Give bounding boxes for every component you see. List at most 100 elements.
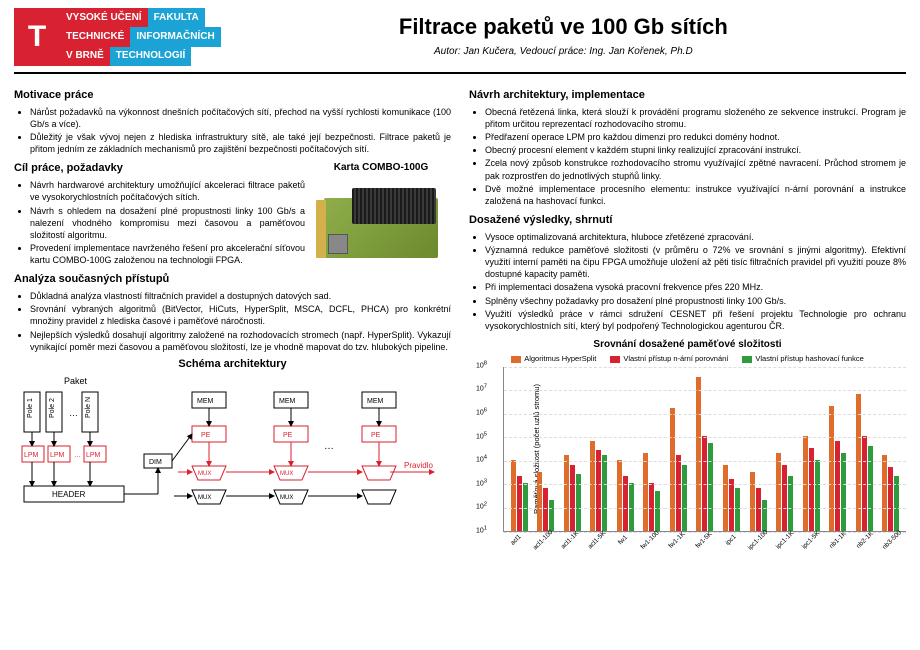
- bar-nary: [835, 441, 840, 531]
- list-item: Splněny všechny požadavky pro dosažení p…: [485, 295, 906, 307]
- page-title: Filtrace paketů ve 100 Gb sítích: [221, 12, 906, 42]
- chart-legend: Algoritmus HyperSplit Vlastní přístup n-á…: [469, 354, 906, 364]
- bar-hash: [655, 491, 660, 531]
- header: T VYSOKÉ UČENÍ FAKULTA TECHNICKÉ INFORMA…: [14, 8, 906, 74]
- svg-text:DIM: DIM: [149, 459, 162, 466]
- legend-item: Vlastní přístup hashovací funkce: [742, 354, 863, 364]
- bar-nary: [570, 465, 575, 531]
- combo-card-figure: Karta COMBO-100G: [311, 161, 451, 273]
- svg-text:LPM: LPM: [50, 452, 65, 459]
- svg-text:MEM: MEM: [197, 398, 214, 405]
- chart-title: Srovnání dosažené paměťové složitosti: [469, 338, 906, 352]
- chart-ytick: 105: [476, 431, 487, 442]
- bar-nary: [676, 455, 681, 530]
- list-item: Nárůst požadavků na výkonnost dnešních p…: [30, 106, 451, 130]
- bar-hypersplit: [776, 453, 781, 531]
- list-item: Srovnání vybraných algoritmů (BitVector,…: [30, 303, 451, 327]
- heading-motivation: Motivace práce: [14, 88, 451, 103]
- bar-hypersplit: [617, 460, 622, 531]
- list-item: Předřazení operace LPM pro každou dimenz…: [485, 131, 906, 143]
- bar-hash: [868, 446, 873, 531]
- bar-group: [824, 406, 851, 531]
- bar-nary: [888, 467, 893, 531]
- bar-hash: [682, 465, 687, 531]
- schema-paket: Paket: [64, 376, 88, 386]
- bar-hypersplit: [750, 472, 755, 531]
- list-motivation: Nárůst požadavků na výkonnost dnešních p…: [14, 106, 451, 156]
- logo-r3b: TECHNOLOGIÍ: [110, 47, 191, 66]
- bar-group: [771, 453, 798, 531]
- chart-ytick: 103: [476, 478, 487, 489]
- list-item: Využití výsledků práce v rámci sdružení …: [485, 308, 906, 332]
- svg-text:MUX: MUX: [280, 471, 293, 477]
- chart-ytick: 104: [476, 454, 487, 465]
- list-results: Vysoce optimalizovaná architektura, hlub…: [469, 231, 906, 332]
- bar-hash: [762, 500, 767, 531]
- bar-hypersplit: [882, 455, 887, 530]
- svg-text:MEM: MEM: [279, 398, 296, 405]
- legend-swatch: [511, 356, 521, 363]
- chart-xlabels: acl1acl1-100acl1-1Kacl1-5Kfw1fw1-100fw1-…: [503, 532, 906, 541]
- svg-text:MEM: MEM: [367, 398, 384, 405]
- bar-nary: [649, 483, 654, 530]
- bar-hash: [576, 474, 581, 531]
- bar-group: [586, 441, 613, 531]
- svg-text:…: …: [324, 441, 334, 452]
- bar-nary: [543, 488, 548, 530]
- bar-group: [718, 465, 745, 531]
- bar-nary: [782, 465, 787, 531]
- list-item: Při implementaci dosažena vysoká pracovn…: [485, 281, 906, 293]
- list-analysis: Důkladná analýza vlastností filtračních …: [14, 290, 451, 353]
- chart-ytick: 106: [476, 407, 487, 418]
- combo-label: Karta COMBO-100G: [311, 161, 451, 175]
- list-item: Obecný procesní element v každém stupni …: [485, 144, 906, 156]
- bar-hypersplit: [829, 406, 834, 531]
- legend-item: Algoritmus HyperSplit: [511, 354, 596, 364]
- svg-text:Pole 1: Pole 1: [27, 398, 34, 418]
- logo-r2b: INFORMAČNÍCH: [130, 27, 220, 46]
- svg-text:HEADER: HEADER: [52, 490, 86, 499]
- svg-text:PE: PE: [201, 432, 211, 439]
- list-item: Významná redukce paměťové složitosti (v …: [485, 244, 906, 280]
- heading-analysis: Analýza současných přístupů: [14, 272, 451, 287]
- svg-text:MUX: MUX: [198, 495, 211, 501]
- heading-results: Dosažené výsledky, shrnutí: [469, 213, 906, 228]
- bar-group: [533, 472, 560, 531]
- content-columns: Motivace práce Nárůst požadavků na výkon…: [14, 82, 906, 540]
- author-line: Autor: Jan Kučera, Vedoucí práce: Ing. J…: [221, 45, 906, 59]
- svg-text:PE: PE: [283, 432, 293, 439]
- right-column: Návrh architektury, implementace Obecná …: [469, 82, 906, 540]
- legend-item: Vlastní přístup n-ární porovnání: [610, 354, 728, 364]
- architecture-schema: Paket Pole 1 Pole 2 … Pole N LPM LPM … L…: [14, 374, 444, 519]
- svg-text:LPM: LPM: [86, 452, 101, 459]
- svg-text:PE: PE: [371, 432, 381, 439]
- bar-group: [877, 455, 904, 530]
- svg-text:…: …: [74, 452, 81, 459]
- svg-text:Pole N: Pole N: [85, 397, 92, 418]
- bar-hash: [708, 443, 713, 530]
- legend-label: Vlastní přístup n-ární porovnání: [623, 354, 728, 364]
- list-item: Důkladná analýza vlastností filtračních …: [30, 290, 451, 302]
- bar-hash: [735, 488, 740, 530]
- chart-ytick: 108: [476, 360, 487, 371]
- university-logo: T VYSOKÉ UČENÍ FAKULTA TECHNICKÉ INFORMA…: [14, 8, 221, 66]
- bar-group: [745, 472, 772, 531]
- title-block: Filtrace paketů ve 100 Gb sítích Autor: …: [221, 8, 906, 58]
- list-item: Zcela nový způsob konstrukce rozhodovací…: [485, 157, 906, 181]
- legend-swatch: [610, 356, 620, 363]
- chart-ytick: 101: [476, 525, 487, 536]
- schema-title: Schéma architektury: [14, 357, 451, 372]
- bar-hypersplit: [590, 441, 595, 531]
- list-arch: Obecná řetězená linka, která slouží k pr…: [469, 106, 906, 207]
- bar-hash: [549, 500, 554, 531]
- list-item: Nejlepších výsledků dosahují algoritmy z…: [30, 329, 451, 353]
- bar-hypersplit: [723, 465, 728, 531]
- legend-label: Algoritmus HyperSplit: [524, 354, 596, 364]
- bar-hash: [841, 453, 846, 531]
- bar-hypersplit: [564, 455, 569, 530]
- bar-hypersplit: [511, 460, 516, 531]
- logo-t-mark: T: [14, 8, 60, 66]
- svg-text:MUX: MUX: [280, 495, 293, 501]
- bar-hash: [602, 455, 607, 530]
- bar-group: [506, 460, 533, 531]
